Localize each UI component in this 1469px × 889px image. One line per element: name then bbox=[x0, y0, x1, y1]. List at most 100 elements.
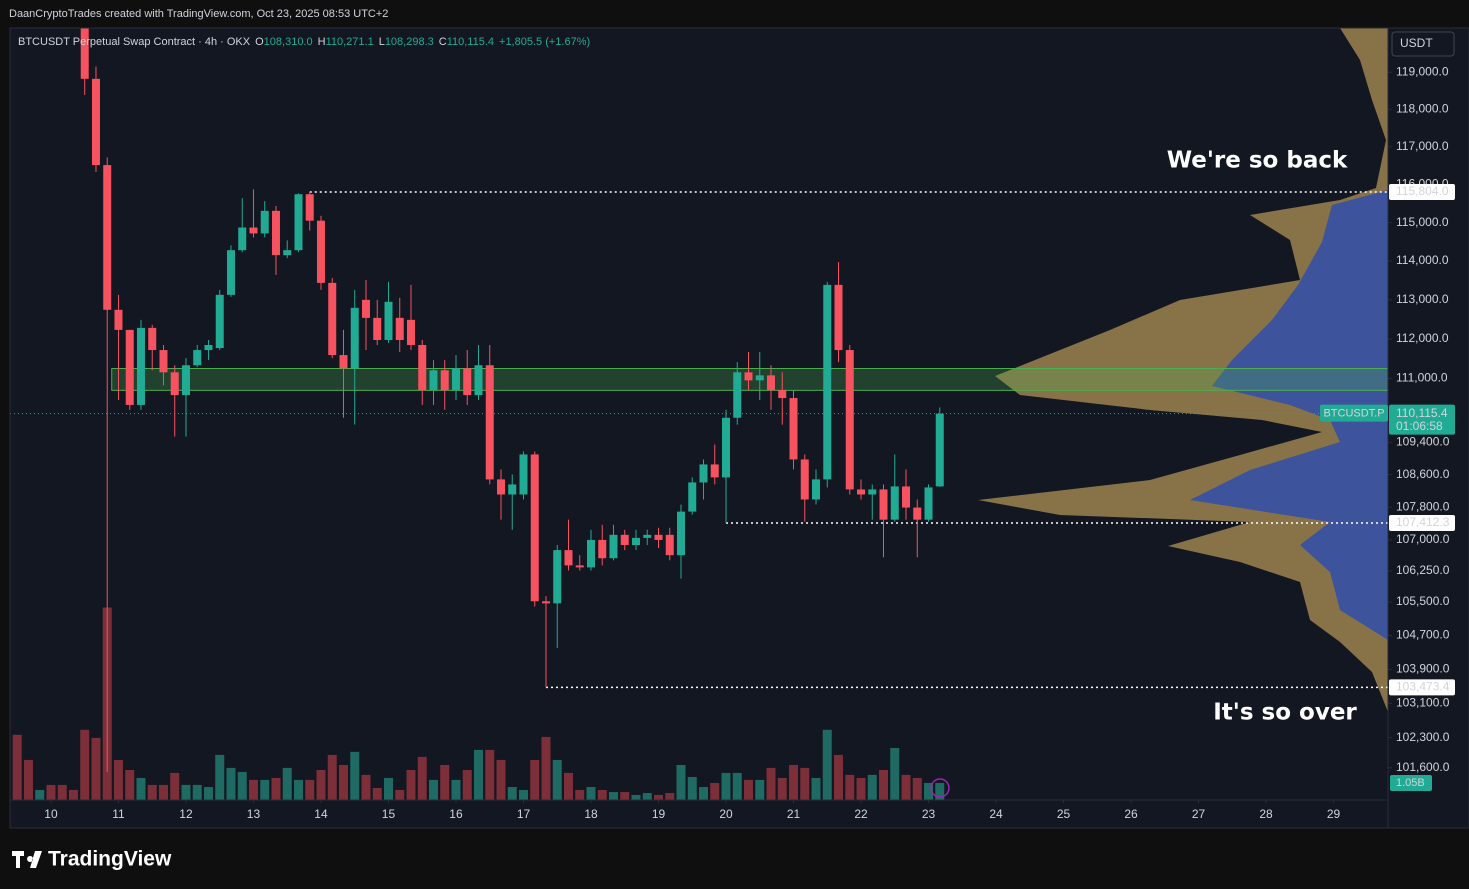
volume-bar bbox=[845, 774, 855, 800]
volume-bar bbox=[57, 784, 67, 800]
volume-bar bbox=[856, 777, 866, 800]
candle-body bbox=[688, 482, 697, 512]
candle-body bbox=[699, 464, 708, 483]
candle-body bbox=[406, 319, 415, 346]
candle-body bbox=[902, 486, 911, 508]
currency[interactable]: USDT bbox=[1400, 36, 1433, 50]
candle-body bbox=[260, 210, 269, 234]
candle-body bbox=[530, 454, 539, 602]
volume-bar bbox=[170, 772, 180, 800]
volume-bar bbox=[496, 759, 506, 800]
volume-bar bbox=[721, 772, 731, 800]
legend-key: O bbox=[255, 36, 264, 48]
volume-bar bbox=[699, 787, 709, 800]
volume-bar bbox=[158, 784, 168, 800]
candle-body bbox=[868, 489, 877, 495]
currency-button[interactable] bbox=[1391, 31, 1455, 57]
alert-icon[interactable] bbox=[930, 778, 950, 798]
volume-bar bbox=[12, 734, 22, 800]
volume-bar bbox=[620, 792, 630, 800]
volume-bar bbox=[777, 777, 787, 800]
volume-label-box bbox=[1390, 774, 1432, 791]
candle-body bbox=[744, 372, 753, 381]
countdown: 01:06:58 bbox=[1396, 419, 1443, 433]
x-tick-label: 11 bbox=[112, 807, 125, 821]
y-tick-label: 115,000.0 bbox=[1396, 215, 1449, 229]
candle-body bbox=[778, 390, 787, 399]
y-tick-label: 102,300.0 bbox=[1396, 730, 1450, 744]
plot-area bbox=[10, 28, 1388, 800]
volume-bar bbox=[440, 764, 450, 800]
volume-bar bbox=[518, 789, 528, 800]
annotation: We're so back bbox=[1167, 148, 1348, 174]
symbol-label: BTCUSDT.P bbox=[1323, 408, 1384, 420]
y-tick-label: 107,000.0 bbox=[1396, 532, 1450, 546]
candle-body bbox=[857, 489, 866, 495]
volume-bar bbox=[327, 754, 337, 800]
volume-bar bbox=[631, 794, 641, 800]
y-tick-label: 113,000.0 bbox=[1396, 292, 1449, 306]
x-tick-label: 23 bbox=[922, 807, 936, 821]
y-tick-label: 118,000.0 bbox=[1396, 101, 1449, 115]
candle-body bbox=[283, 250, 292, 256]
candle-body bbox=[294, 194, 303, 251]
y-tick-label: 111,000.0 bbox=[1396, 371, 1448, 385]
x-tick-label: 19 bbox=[652, 807, 666, 821]
volume-bar bbox=[271, 777, 281, 800]
last-price-label: 110,115.4 bbox=[1396, 406, 1448, 420]
x-tick-label: 24 bbox=[989, 807, 1003, 821]
legend-key: C bbox=[439, 36, 447, 48]
volume-bar bbox=[35, 789, 45, 800]
profile-inner bbox=[1190, 150, 1388, 640]
candle-body bbox=[440, 370, 449, 391]
candle-body bbox=[159, 350, 168, 373]
legend-value: 108,298.3 bbox=[385, 36, 434, 48]
candle-body bbox=[800, 459, 809, 500]
volume-bar bbox=[192, 784, 202, 800]
x-tick-label: 14 bbox=[314, 807, 328, 821]
candle-body bbox=[136, 327, 145, 405]
y-tick-label: 117,000.0 bbox=[1396, 139, 1449, 153]
x-tick-label: 29 bbox=[1327, 807, 1341, 821]
symbol-box bbox=[1320, 404, 1388, 422]
candle-body bbox=[755, 375, 764, 381]
volume-bar bbox=[653, 794, 663, 800]
volume-bar bbox=[215, 754, 225, 800]
last-price-box bbox=[1389, 404, 1455, 435]
volume-bar bbox=[395, 789, 405, 800]
candle-body bbox=[575, 565, 584, 568]
volume-bar bbox=[485, 749, 495, 800]
volume-bar bbox=[912, 777, 922, 800]
candle-body bbox=[305, 194, 314, 221]
y-tick-label: 119,000.0 bbox=[1396, 64, 1449, 78]
annotation: It's so over bbox=[1213, 700, 1357, 726]
volume-bar bbox=[181, 784, 191, 800]
legend-value: 110,271.1 bbox=[326, 36, 374, 48]
candle-body bbox=[350, 307, 359, 369]
candle-body bbox=[204, 345, 213, 351]
candle-body bbox=[328, 282, 337, 356]
x-tick-label: 21 bbox=[787, 807, 801, 821]
volume-bar bbox=[608, 792, 618, 800]
volume-bar bbox=[147, 784, 157, 800]
volume-bar bbox=[23, 759, 33, 800]
volume-bar bbox=[125, 770, 135, 800]
candle-body bbox=[429, 370, 438, 391]
candle-body bbox=[598, 539, 607, 559]
candle-body bbox=[541, 601, 550, 604]
x-tick-label: 13 bbox=[247, 807, 261, 821]
x-tick-label: 22 bbox=[854, 807, 868, 821]
candle-body bbox=[80, 28, 89, 79]
volume-bar bbox=[350, 751, 360, 800]
volume-bar bbox=[800, 767, 810, 800]
level-label-box bbox=[1389, 183, 1455, 200]
candle-body bbox=[418, 345, 427, 391]
legend-key: H bbox=[318, 36, 326, 48]
y-tick-label: 112,000.0 bbox=[1396, 331, 1449, 345]
chart-background bbox=[10, 28, 1469, 828]
candle-body bbox=[384, 301, 393, 340]
volume-bar bbox=[136, 777, 146, 800]
candle-body bbox=[496, 479, 505, 495]
y-tick-label: 103,900.0 bbox=[1396, 661, 1450, 675]
volume-bar bbox=[507, 787, 517, 800]
